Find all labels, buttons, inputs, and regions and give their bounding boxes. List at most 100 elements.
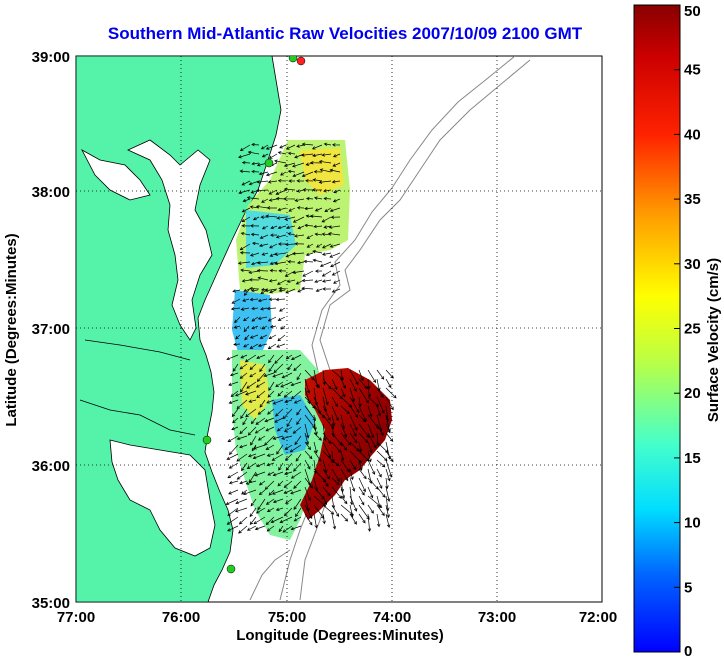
velocity-arrow [349,378,357,392]
velocity-arrow [246,525,257,531]
velocity-arrow [349,387,355,403]
velocity-arrow [235,498,248,505]
velocity-arrow [268,153,278,159]
velocity-arrow [367,450,372,463]
velocity-arrow [239,363,248,370]
velocity-arrow [251,444,257,452]
velocity-arrow [287,260,296,264]
velocity-arrow [254,525,266,531]
grid-lines [76,56,602,602]
velocity-arrow [313,170,323,174]
velocity-arrow [349,468,354,481]
velocity-arrow [241,224,251,228]
velocity-arrow [261,198,269,203]
velocity-arrow [256,372,266,382]
velocity-arrow [239,169,251,173]
velocity-arrow [285,144,296,150]
velocity-arrow [367,405,373,418]
velocity-arrow [265,426,275,432]
velocity-arrow [287,169,296,174]
velocity-arrow [249,516,257,525]
velocity-arrow [349,405,359,418]
velocity-arrow [267,408,275,415]
velocity-arrow [332,162,341,167]
velocity-arrow [349,441,360,452]
velocity-arrow [313,405,326,419]
velocity-arrow [250,288,259,293]
velocity-arrow [277,225,287,230]
velocity-arrow [322,495,328,506]
velocity-arrow [277,390,284,397]
velocity-arrow [296,260,305,265]
velocity-arrow [247,426,257,436]
velocity-arrow [259,334,268,339]
velocity-field-south-warm [240,360,270,420]
velocity-arrow [322,243,332,249]
velocity-arrow [322,405,331,422]
velocity-field-south-cool [272,395,315,455]
velocity-arrow [385,468,391,482]
velocity-arrow [226,516,239,525]
velocity-arrow [260,307,268,311]
velocity-arrow [322,468,330,480]
x-tick-label: 76:00 [162,609,200,626]
velocity-arrow [250,232,260,237]
velocity-arrow [260,144,269,150]
velocity-arrow [296,206,305,210]
velocity-arrow [367,459,376,475]
velocity-arrow [248,180,260,186]
velocity-arrow [312,258,323,263]
velocity-arrow [331,405,339,422]
velocity-arrow [249,297,259,302]
velocity-arrow [296,417,302,425]
velocity-arrow [385,396,394,411]
velocity-arrow [265,498,275,505]
velocity-arrow [288,207,296,212]
velocity-arrow [272,372,284,378]
y-axis-label: Latitude (Degrees:Minutes) [3,233,20,426]
velocity-arrow [293,363,302,372]
velocity-arrow [252,453,266,460]
velocity-arrow [349,432,358,444]
velocity-arrow [267,390,275,398]
velocity-arrow [349,423,357,437]
velocity-arrow [266,399,275,404]
colorbar-tick-label: 10 [684,515,701,532]
velocity-arrow [255,417,266,425]
velocity-arrow [319,168,332,173]
velocity-arrow [265,444,275,450]
velocity-arrow [331,504,340,517]
velocity-arrow [225,498,239,506]
velocity-arrow [266,306,277,311]
velocity-arrow [284,399,293,404]
velocity-arrow [358,423,370,439]
velocity-arrow [247,150,260,155]
velocity-arrow [239,250,251,255]
velocity-arrow [271,489,284,495]
velocity-arrow [290,381,302,387]
velocity-arrow [257,498,266,511]
velocity-arrow [376,504,385,517]
velocity-arrow [267,316,277,322]
velocity-arrow [248,278,260,282]
velocity-arrow [240,268,251,272]
velocity-arrow [323,142,332,147]
velocity-arrow [367,486,374,499]
velocity-arrow [305,252,314,257]
velocity-arrow [340,432,352,446]
velocity-arrow [322,504,335,515]
velocity-arrow [276,444,284,455]
velocity-arrow [249,224,260,228]
x-tick-label: 77:00 [57,609,95,626]
velocity-arrow [331,441,341,453]
velocity-arrow [254,426,266,434]
velocity-arrow [238,153,251,159]
velocity-arrow [277,242,287,246]
velocity-arrow [376,477,383,489]
velocity-arrow [367,432,377,449]
velocity-arrow [313,224,323,229]
velocity-arrow [293,462,302,472]
velocity-arrow [226,453,239,460]
colorbar-tick-label: 25 [684,321,701,338]
velocity-arrow [238,525,248,534]
